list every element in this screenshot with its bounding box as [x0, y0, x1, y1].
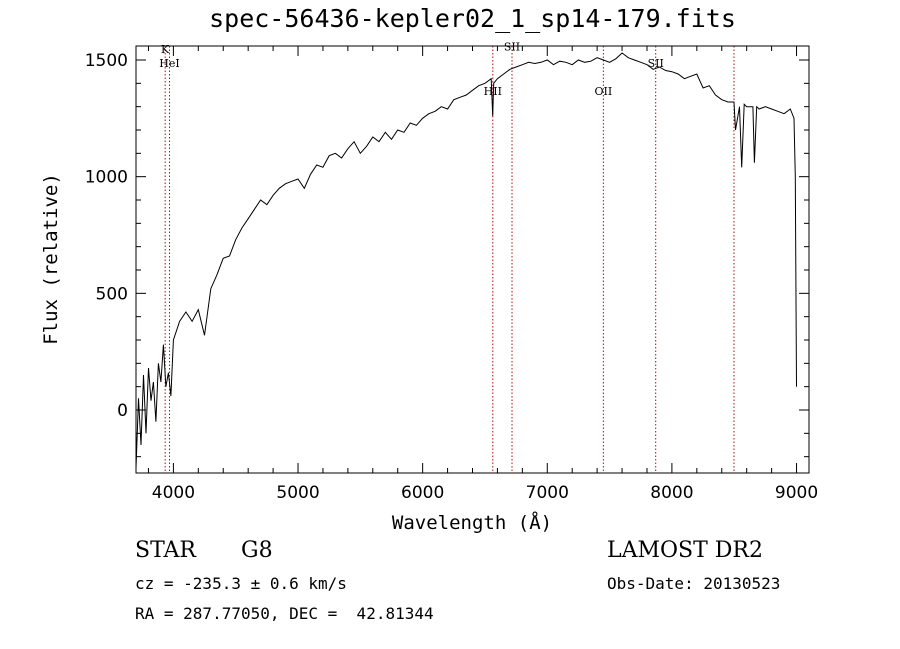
- spectrum-series-0: [135, 52, 797, 469]
- line-label-4: OII: [595, 85, 613, 98]
- object-type: STAR: [135, 538, 196, 563]
- obs-date: Obs-Date: 20130523: [607, 574, 781, 593]
- x-tick-label: 6000: [401, 483, 444, 503]
- x-tick-label: 7000: [526, 483, 569, 503]
- velocity-readout: cz = -235.3 ± 0.6 km/s: [135, 574, 347, 593]
- y-axis-label: Flux (relative): [40, 173, 62, 345]
- line-label-3: SII: [504, 41, 520, 54]
- x-tick-label: 8000: [650, 483, 693, 503]
- y-tick-label: 500: [96, 284, 128, 304]
- line-label-1: HeI: [159, 57, 179, 70]
- x-axis-label: Wavelength (Å): [392, 511, 552, 534]
- y-tick-label: 1000: [85, 168, 128, 188]
- plot-frame: [135, 45, 810, 474]
- line-label-0: K: [161, 43, 170, 56]
- x-tick-label: 5000: [276, 483, 319, 503]
- x-tick-label: 4000: [152, 483, 195, 503]
- y-tick-label: 1500: [85, 51, 128, 71]
- subclass: G8: [241, 538, 273, 563]
- chart-title: spec-56436-kepler02_1_sp14-179.fits: [209, 4, 736, 33]
- line-label-2: HII: [484, 85, 502, 98]
- survey-name: LAMOST DR2: [607, 538, 763, 563]
- coordinates: RA = 287.77050, DEC = 42.81344: [135, 604, 434, 623]
- y-tick-label: 0: [117, 401, 128, 421]
- x-tick-label: 9000: [775, 483, 818, 503]
